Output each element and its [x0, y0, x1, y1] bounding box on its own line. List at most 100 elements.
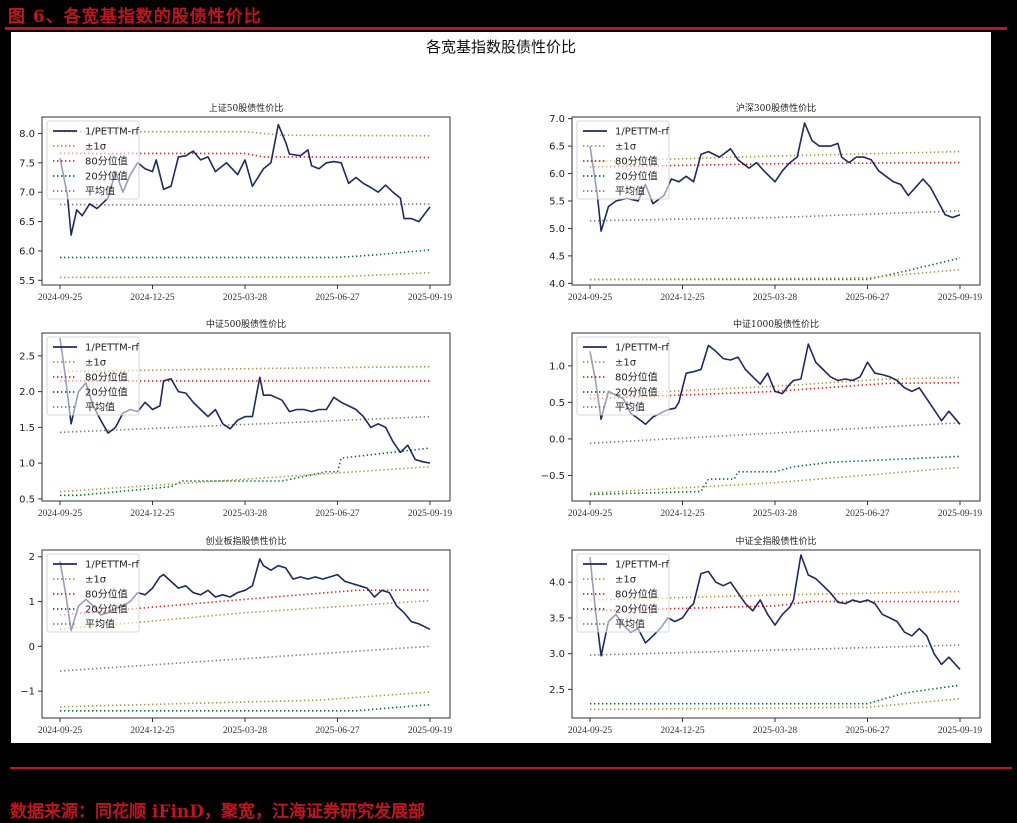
x-tick-label: 2025-06-27: [315, 509, 360, 519]
y-tick-label: 4.0: [549, 279, 565, 290]
y-tick-label: 6.5: [549, 142, 565, 153]
chart-panel-1: 沪深300股债性价比 4.0 4.5 5.0 5.5 6.0 6.5 7.0 2024-09-2…: [549, 102, 982, 303]
legend-label: 80分位值: [85, 588, 128, 601]
legend-label: 20分位值: [85, 603, 128, 616]
x-tick-label: 2024-09-25: [568, 293, 613, 303]
x-tick-label: 2024-09-25: [568, 726, 613, 736]
series-line: [589, 268, 961, 281]
series-line: [59, 465, 431, 493]
y-tick-label: 7.5: [19, 158, 35, 169]
y-tick-label: 4.5: [549, 251, 565, 262]
x-tick-label: 2025-09-19: [408, 509, 453, 519]
y-tick-label: 0: [29, 642, 35, 653]
series-line: [589, 455, 961, 496]
y-tick-label: 6.0: [549, 169, 565, 180]
series-line: [59, 415, 431, 434]
y-tick-label: 1.0: [549, 361, 565, 372]
plot-area: [589, 343, 961, 496]
x-tick-label: 2024-12-25: [130, 293, 175, 303]
x-tick-label: 2024-09-25: [38, 509, 83, 519]
x-tick-label: 2024-09-25: [38, 726, 83, 736]
axes-frame: [41, 116, 451, 286]
y-tick-label: 5.5: [549, 197, 565, 208]
x-tick-label: 2025-03-28: [223, 509, 268, 519]
legend-label: 平均值: [615, 618, 645, 631]
x-tick-label: 2024-12-25: [660, 509, 705, 519]
y-tick-label: 1.0: [19, 459, 35, 470]
legend-label: ±1σ: [615, 358, 637, 369]
x-tick-label: 2025-03-28: [223, 726, 268, 736]
series-line: [589, 600, 960, 612]
x-tick-label: 2025-09-19: [938, 509, 983, 519]
series-line: [60, 447, 431, 497]
y-tick-label: 6.0: [19, 246, 35, 257]
x-tick-label: 2024-09-25: [38, 293, 83, 303]
top-divider: [5, 27, 1007, 30]
legend-label: 1/PETTM-rf: [615, 560, 669, 571]
axes-frame: [41, 332, 451, 502]
x-tick-label: 2025-06-27: [845, 726, 890, 736]
legend-label: 20分位值: [85, 170, 128, 183]
legend-label: ±1σ: [615, 142, 637, 153]
y-tick-label: 2.5: [19, 351, 35, 362]
y-tick-label: 1: [29, 597, 35, 608]
y-tick-label: 5.5: [19, 276, 35, 287]
plot-area: [589, 122, 961, 281]
x-tick-label: 2024-12-25: [130, 509, 175, 519]
series-line: [589, 554, 961, 670]
legend-label: 80分位值: [615, 155, 658, 168]
legend-label: 80分位值: [615, 371, 658, 384]
legend-label: 1/PETTM-rf: [85, 127, 139, 138]
legend-label: 平均值: [85, 185, 115, 198]
y-tick-label: 3.0: [549, 649, 565, 660]
series-line: [60, 703, 431, 712]
axes-frame: [571, 549, 981, 719]
y-tick-label: 4.0: [549, 578, 565, 589]
x-tick-label: 2025-03-28: [223, 293, 268, 303]
series-line: [59, 271, 431, 279]
series-line: [60, 249, 431, 259]
legend-label: 80分位值: [615, 588, 658, 601]
series-line: [589, 161, 961, 168]
series-line: [59, 691, 431, 708]
panel-title: 沪深300股债性价比: [736, 102, 816, 114]
series-line: [589, 381, 961, 400]
panel-title: 创业板指股债性价比: [205, 535, 286, 547]
y-tick-label: 2.0: [19, 387, 35, 398]
y-tick-label: 7.0: [549, 114, 565, 125]
series-line: [59, 365, 431, 373]
series-line: [589, 210, 961, 222]
legend-label: ±1σ: [85, 358, 107, 369]
legend-label: 平均值: [615, 185, 645, 198]
series-line: [589, 122, 961, 232]
chart-panel-3: 中证1000股债性价比 −0.5 0.0 0.5 1.0 2024-09-25 2024-1…: [541, 318, 983, 519]
x-tick-label: 2025-09-19: [938, 293, 983, 303]
x-tick-label: 2025-06-27: [315, 726, 360, 736]
series-line: [589, 590, 961, 601]
figure-suptitle: 各宽基指数股债性价比: [425, 38, 576, 56]
chart-panel-0: 上证50股债性价比 5.5 6.0 6.5 7.0 7.5 8.0 2024-09-25 202…: [19, 102, 452, 303]
y-tick-label: 6.5: [19, 217, 35, 228]
series-line: [589, 422, 961, 445]
legend-label: 平均值: [85, 401, 115, 414]
series-line: [589, 697, 961, 711]
legend-label: ±1σ: [85, 142, 107, 153]
y-tick-label: 2: [29, 552, 35, 563]
chart-panel-5: 中证全指股债性价比 2.5 3.0 3.5 4.0 2024-09-25 2024-12-2…: [549, 535, 982, 736]
series-line: [60, 152, 431, 159]
legend-label: 80分位值: [85, 155, 128, 168]
legend-label: 1/PETTM-rf: [85, 343, 139, 354]
plot-area: [59, 337, 431, 497]
y-tick-label: 7.0: [19, 188, 35, 199]
series-line: [59, 645, 431, 672]
x-tick-label: 2025-03-28: [753, 509, 798, 519]
series-line: [590, 684, 961, 705]
series-line: [590, 257, 961, 281]
y-tick-label: 2.5: [549, 685, 565, 696]
x-tick-label: 2024-12-25: [660, 726, 705, 736]
legend-label: 1/PETTM-rf: [615, 127, 669, 138]
